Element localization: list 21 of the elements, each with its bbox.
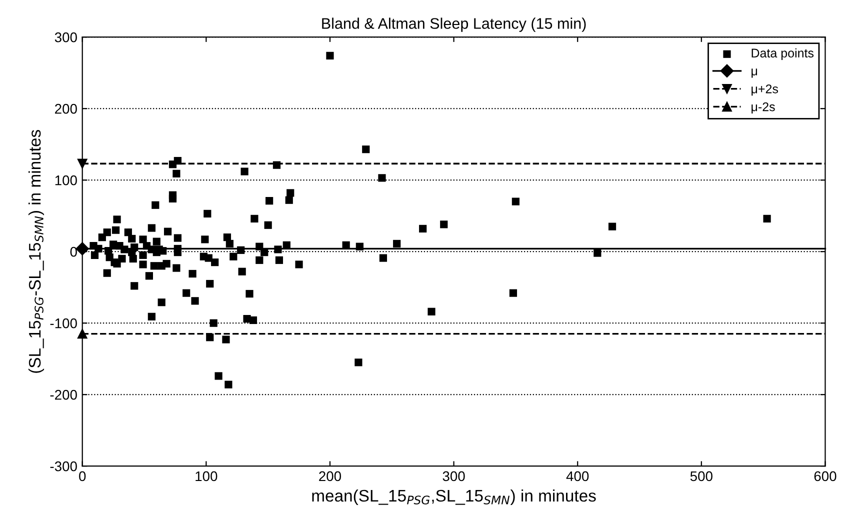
legend-label: Data points [752,48,814,60]
x-tick-label: 200 [319,471,342,482]
x-tick-label: 300 [442,471,465,482]
x-tick-label: 600 [814,471,836,482]
y-tick-label: 0 [70,246,77,257]
y-tick-label: -200 [50,390,77,400]
y-tick-label: -300 [50,461,77,472]
legend-label: μ [752,68,758,78]
x-tick-label: 100 [196,471,218,482]
y-tick-label: 300 [54,32,77,42]
x-axis-title: mean(SL_15$_{PSG}$,SL_15$_{SMN}$) in minutes [312,489,596,505]
y-tick-label: 100 [55,175,77,186]
y-tick-label: -100 [50,318,77,328]
legend-label: μ-2s [752,102,775,114]
x-tick-label: 0 [79,471,86,482]
y-tick-label: 200 [55,104,77,114]
x-tick-label: 500 [690,471,712,482]
x-tick-label: 400 [566,471,589,482]
y-axis-title: (SL_15$_{PSG}$-SL_15$_{SMN}$) in minutes [28,130,44,373]
chart-title: Bland & Altman Sleep Latency (15 min) [322,18,586,32]
legend-label: μ+2s [752,84,778,96]
